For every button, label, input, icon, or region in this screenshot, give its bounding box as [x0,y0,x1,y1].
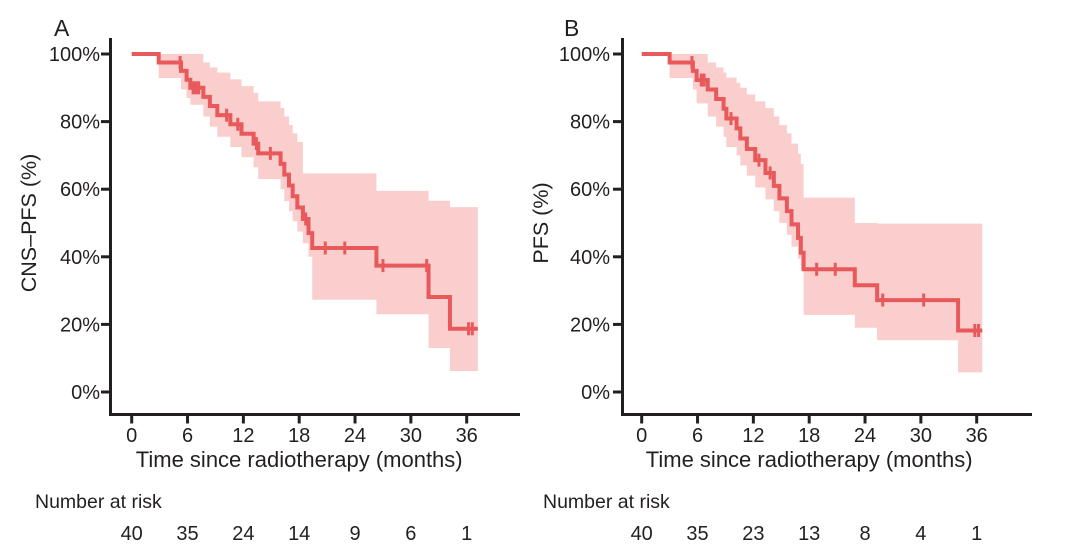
x-tick-label: 6 [182,425,193,447]
risk-count: 24 [232,523,254,545]
risk-count: 23 [742,523,764,545]
x-axis-label: Time since radiotherapy (months) [646,447,973,472]
x-tick-label: 0 [126,425,137,447]
risk-count: 35 [176,523,198,545]
y-tick-label: 100% [49,44,100,66]
x-tick-label: 0 [636,425,647,447]
risk-count: 35 [686,523,708,545]
x-tick-label: 6 [692,425,703,447]
y-tick-label: 40% [570,247,610,269]
y-tick-label: 20% [60,314,100,336]
y-axis-label: PFS (%) [529,182,553,263]
x-tick-label: 18 [798,425,820,447]
panel-b: 0 6 12 18 24 30 360%20%40%60%80%100%Time since… [529,15,1032,545]
x-tick-label: 12 [742,425,764,447]
x-tick-label: 36 [456,425,478,447]
y-tick-label: 60% [60,179,100,201]
risk-count: 13 [798,523,820,545]
confidence-band [669,54,983,373]
risk-table-label: Number at risk [35,491,162,513]
risk-count: 9 [349,523,360,545]
risk-count: 4 [915,523,926,545]
x-tick-label: 30 [910,425,932,447]
x-tick-label: 24 [344,425,366,447]
y-tick-label: 100% [559,44,610,66]
x-tick-label: 30 [400,425,422,447]
y-tick-label: 20% [570,314,610,336]
panel-letter: B [564,15,579,41]
y-tick-label: 0% [71,382,100,404]
y-tick-label: 0% [581,382,610,404]
x-axis-label: Time since radiotherapy (months) [136,447,463,472]
risk-count: 1 [461,523,472,545]
x-tick-label: 18 [288,425,310,447]
risk-count: 1 [971,523,982,545]
risk-table-label: Number at risk [543,491,670,513]
risk-count: 40 [631,523,653,545]
panel-a: 0 6 12 18 24 30 36 0% 20% 40% 60% 80% 100% Time since… [17,15,520,545]
risk-count: 14 [288,523,310,545]
y-tick-label: 80% [570,112,610,134]
risk-count: 40 [121,523,143,545]
x-tick-label: 36 [966,425,988,447]
y-tick-label: 60% [570,179,610,201]
y-tick-label: 80% [60,112,100,134]
x-tick-label: 12 [232,425,254,447]
confidence-band [158,54,478,372]
panel-letter: A [54,15,70,41]
y-axis-label: CNS–PFS (%) [17,154,41,293]
x-tick-label: 24 [854,425,876,447]
risk-count: 6 [405,523,416,545]
y-tick-label: 40% [60,247,100,269]
risk-count: 8 [859,523,870,545]
